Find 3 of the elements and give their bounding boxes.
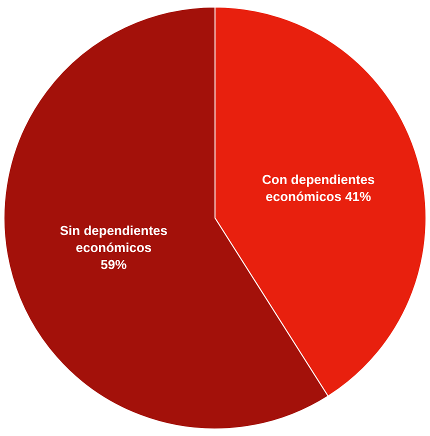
slice-label: Con dependientes económicos 41%: [262, 172, 375, 204]
slice-label: Sin dependientes económicos: [60, 223, 168, 255]
data-label: 59%: [100, 256, 128, 272]
